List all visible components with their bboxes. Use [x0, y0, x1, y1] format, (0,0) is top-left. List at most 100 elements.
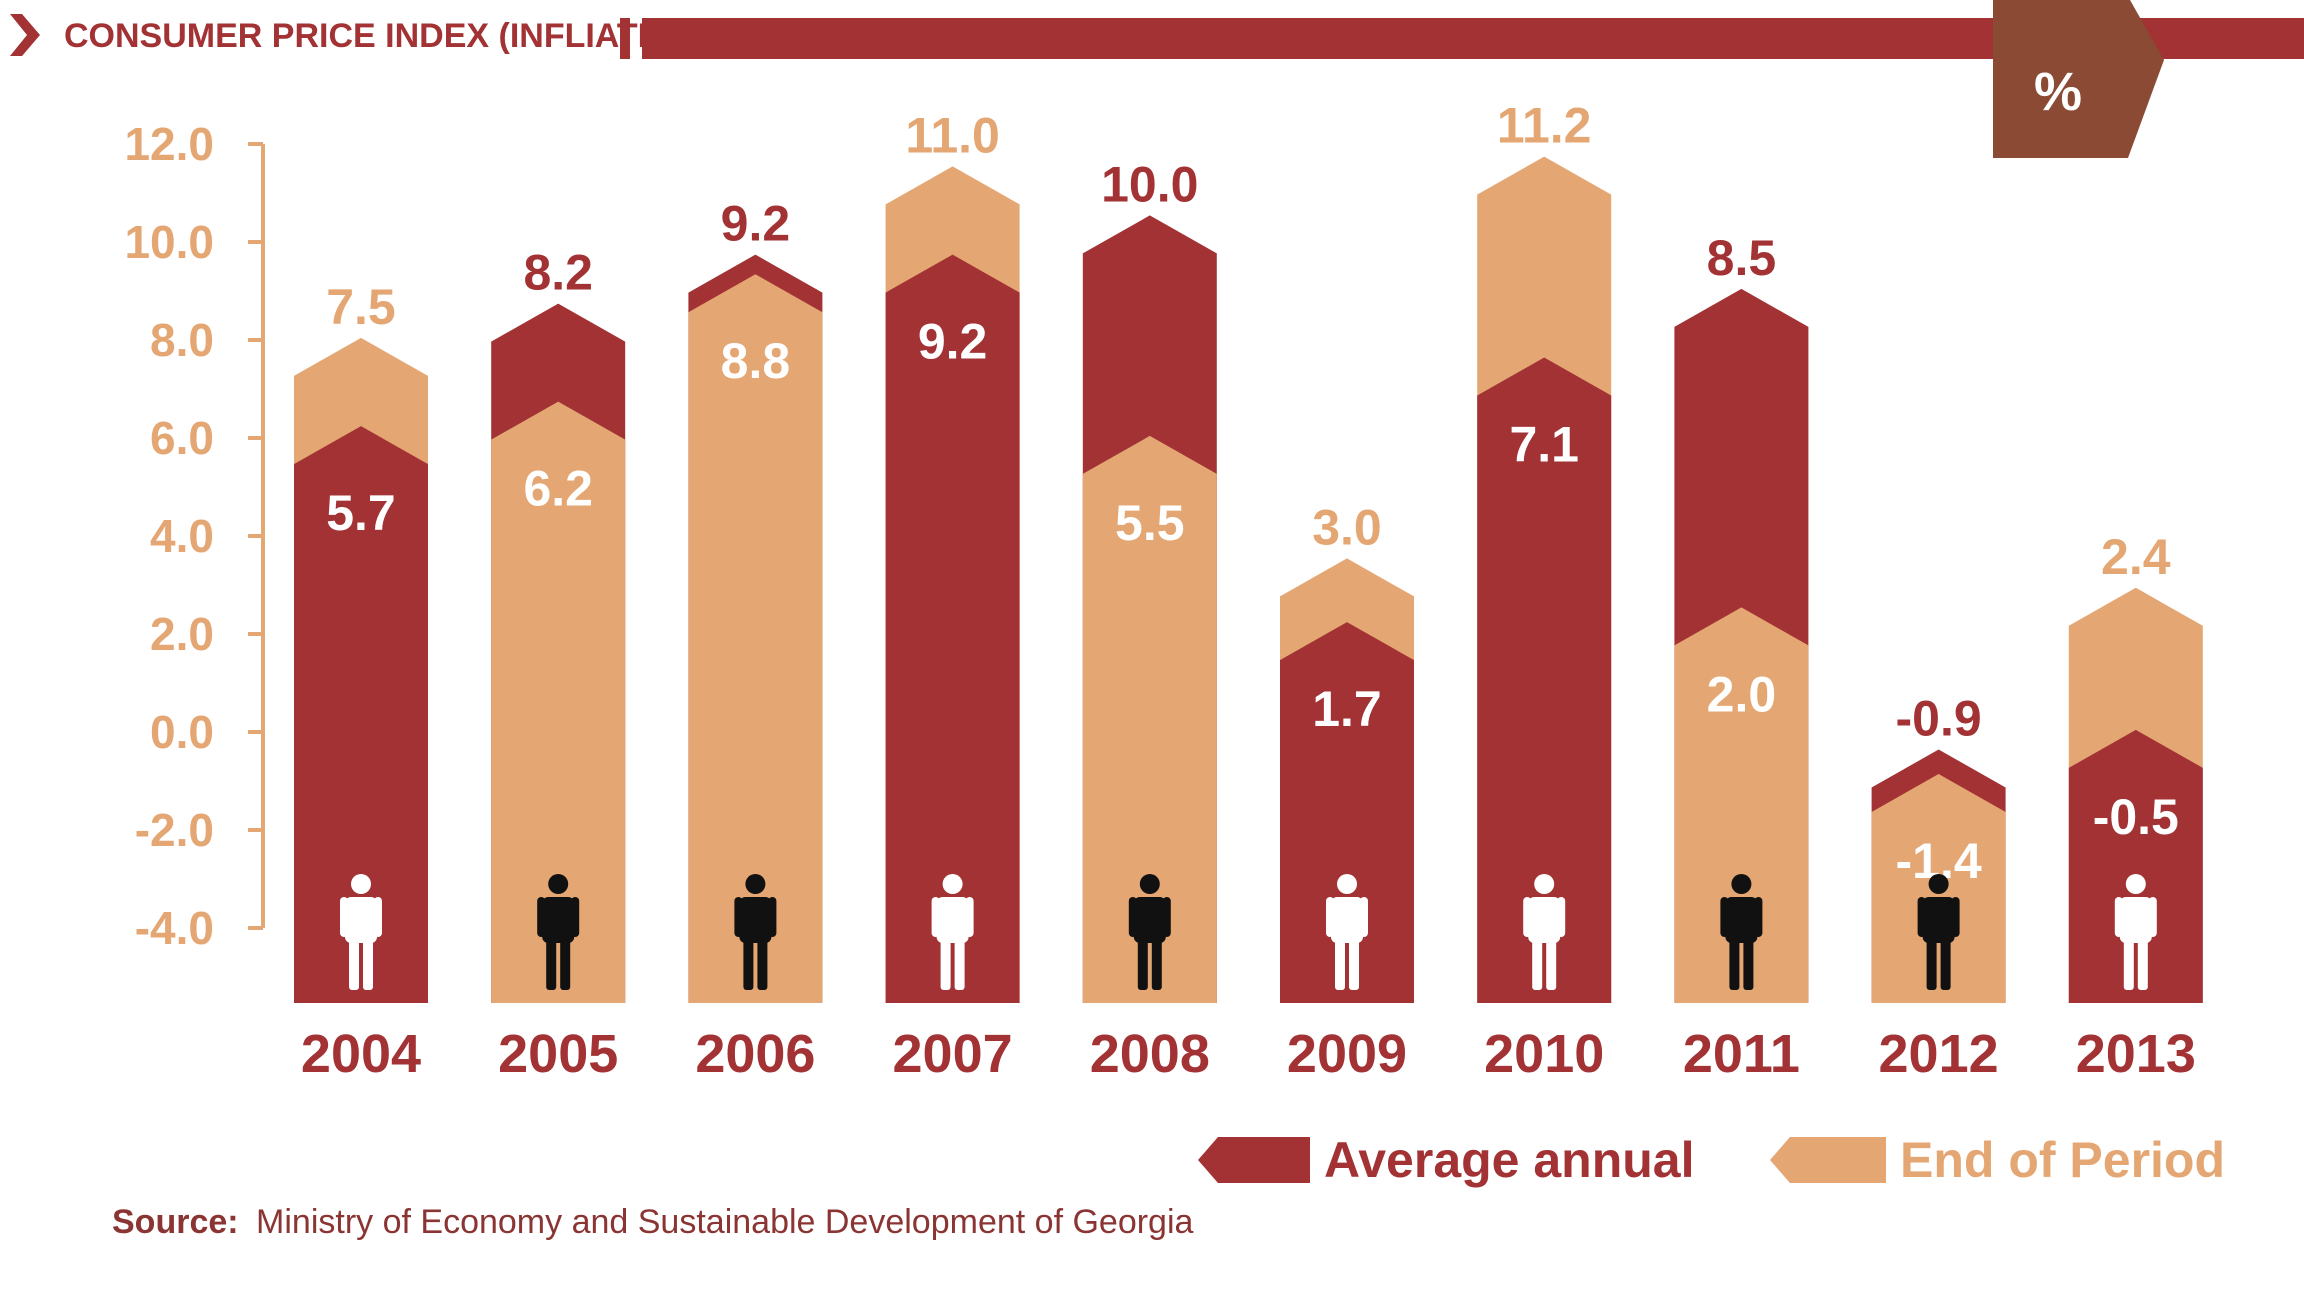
person-head — [942, 874, 963, 894]
person-left-leg — [1926, 938, 1937, 990]
person-head — [1534, 874, 1555, 894]
average-value-label: -0.9 — [1896, 691, 1982, 747]
y-tick-label: -2.0 — [135, 804, 214, 856]
person-icon — [734, 874, 777, 990]
person-left-arm — [1917, 897, 1926, 937]
y-tick-label: 6.0 — [150, 412, 214, 464]
person-right-arm — [374, 897, 382, 937]
person-right-arm — [768, 897, 777, 937]
person-icon — [2114, 874, 2157, 990]
person-left-arm — [734, 897, 743, 937]
person-head — [351, 874, 371, 894]
person-icon — [1128, 874, 1171, 990]
y-tick-label: 10.0 — [124, 216, 214, 268]
legend-end-label: End of Period — [1900, 1132, 2225, 1188]
person-torso — [936, 897, 969, 943]
person-left-leg — [2123, 938, 2134, 990]
person-left-leg — [940, 938, 951, 990]
end-value-label: 3.0 — [1312, 499, 1382, 555]
average-value-label: 7.1 — [1509, 417, 1579, 473]
bar-2013: 2.4 -0.5 2013 — [2068, 529, 2203, 1084]
x-tick-label: 2010 — [1484, 1024, 1604, 1084]
person-right-leg — [363, 938, 373, 990]
person-icon — [1326, 874, 1368, 990]
person-left-leg — [1137, 938, 1148, 990]
person-torso — [1922, 897, 1955, 943]
person-right-arm — [1951, 897, 1960, 937]
person-right-leg — [1151, 938, 1162, 990]
person-head — [2125, 874, 2146, 894]
person-left-arm — [537, 897, 546, 937]
bar-2010: 11.2 7.1 2010 — [1477, 98, 1612, 1084]
person-left-leg — [1532, 938, 1543, 990]
person-left-arm — [2114, 897, 2123, 937]
x-tick-label: 2005 — [498, 1024, 618, 1084]
bar-average-annual — [294, 426, 428, 1004]
bar-2005: 8.2 6.2 2005 — [491, 245, 626, 1084]
person-right-leg — [757, 938, 768, 990]
person-left-arm — [340, 897, 348, 937]
bar-end-of-period — [1674, 607, 1809, 1003]
average-value-label: -0.5 — [2093, 789, 2179, 845]
person-left-leg — [1729, 938, 1740, 990]
y-tick-label: 2.0 — [150, 608, 214, 660]
person-torso — [1331, 897, 1363, 943]
chart-title: CONSUMER PRICE INDEX (INFLIATION) — [64, 17, 709, 55]
person-right-arm — [2148, 897, 2157, 937]
y-tick-label: 8.0 — [150, 314, 214, 366]
person-right-arm — [571, 897, 580, 937]
source-text: Ministry of Economy and Sustainable Deve… — [256, 1203, 1193, 1241]
bar-average-annual — [1477, 357, 1612, 1003]
end-value-label: 11.2 — [1497, 98, 1592, 154]
bar-2011: 8.5 2.0 2011 — [1674, 230, 1809, 1084]
y-tick-label: -4.0 — [135, 902, 214, 954]
unit-badge — [1993, 0, 2164, 158]
person-right-leg — [1940, 938, 1951, 990]
bar-2009: 3.0 1.7 2009 — [1280, 499, 1414, 1084]
person-head — [1731, 874, 1752, 894]
person-icon — [537, 874, 580, 990]
bar-2007: 11.0 9.2 2007 — [885, 107, 1020, 1084]
bar-average-annual — [1280, 622, 1414, 1003]
end-value-label: 6.2 — [523, 461, 593, 517]
x-tick-label: 2007 — [893, 1024, 1013, 1084]
average-value-label: 8.2 — [523, 245, 593, 301]
bar-group: 7.5 5.7 2004 8.2 6.2 2005 9.2 8.8 2006 11.0 9.2 200… — [294, 98, 2203, 1084]
person-icon — [931, 874, 974, 990]
person-torso — [2119, 897, 2152, 943]
bar-average-annual — [885, 254, 1020, 1004]
average-value-label: 1.7 — [1312, 681, 1382, 737]
y-tick-label: 12.0 — [124, 118, 214, 170]
bar-end-of-period — [1082, 435, 1217, 1003]
person-head — [1928, 874, 1949, 894]
title-divider — [620, 18, 630, 59]
bar-end-of-period — [688, 274, 823, 1003]
person-head — [1337, 874, 1357, 894]
average-value-label: 9.2 — [721, 196, 791, 252]
person-torso — [345, 897, 377, 943]
person-right-leg — [1546, 938, 1557, 990]
unit-badge-label: % — [2034, 62, 2082, 122]
legend-average-label: Average annual — [1324, 1132, 1695, 1188]
person-right-arm — [965, 897, 974, 937]
end-value-label: 2.0 — [1707, 666, 1777, 722]
person-left-arm — [1326, 897, 1334, 937]
person-icon — [1720, 874, 1763, 990]
person-torso — [1725, 897, 1758, 943]
person-right-arm — [1360, 897, 1368, 937]
person-right-leg — [2137, 938, 2148, 990]
person-left-leg — [546, 938, 557, 990]
end-value-label: 11.0 — [905, 107, 1000, 163]
end-value-label: 8.8 — [721, 333, 791, 389]
average-value-label: 9.2 — [918, 314, 988, 370]
x-tick-label: 2011 — [1683, 1024, 1800, 1084]
source-label: Source: — [112, 1203, 239, 1241]
person-torso — [1133, 897, 1166, 943]
x-tick-label: 2013 — [2076, 1024, 2196, 1084]
y-tick-label: 4.0 — [150, 510, 214, 562]
person-left-leg — [349, 938, 359, 990]
bar-2006: 9.2 8.8 2006 — [688, 196, 823, 1084]
person-left-arm — [1720, 897, 1729, 937]
bar-2004: 7.5 5.7 2004 — [294, 279, 428, 1084]
